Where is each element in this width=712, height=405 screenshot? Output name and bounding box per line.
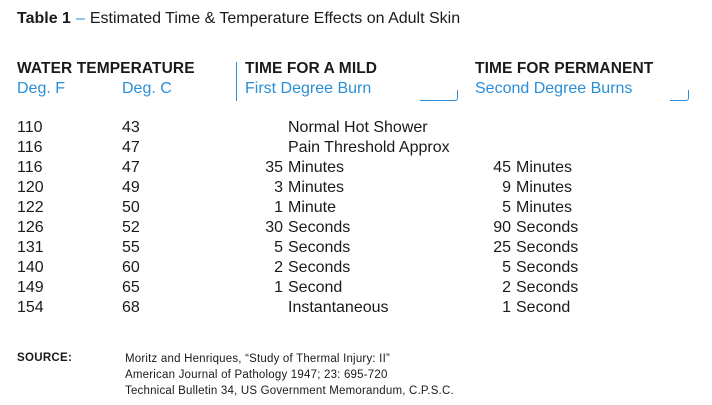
cell-permanent-number [475, 118, 511, 138]
header-mild-subtitle: First Degree Burn [245, 80, 372, 97]
cell-deg-c: 65 [122, 279, 140, 296]
cell-mild-unit: Minutes [288, 159, 345, 176]
cell-permanent-number: 25 [493, 239, 511, 256]
table-title-text: Estimated Time & Temperature Effects on … [89, 10, 461, 27]
cell-mild-unit: Normal Hot Shower [288, 119, 428, 136]
cell-permanent-unit: Second [516, 299, 571, 316]
header-permanent-title: TIME FOR PERMANENT [475, 60, 654, 77]
cell-mild-unit: Second [288, 279, 343, 296]
cell-permanent-unit: Seconds [516, 239, 579, 256]
cell-mild-number: 1 [274, 199, 283, 216]
cell-deg-c: 52 [122, 219, 140, 236]
cell-mild-number: 35 [265, 159, 283, 176]
cell-deg-f: 116 [17, 159, 43, 176]
cell-deg-f: 154 [17, 299, 44, 316]
cell-deg-f: 140 [17, 259, 44, 276]
cell-deg-c: 60 [122, 259, 140, 276]
cell-permanent-unit: Minutes [516, 199, 573, 216]
cell-permanent-number: 90 [493, 219, 511, 236]
cell-deg-f: 110 [17, 119, 43, 136]
source-label: SOURCE: [17, 352, 73, 364]
cell-permanent-number: 2 [502, 279, 511, 296]
cell-permanent-number: 5 [502, 199, 511, 216]
cell-deg-c: 47 [122, 139, 140, 156]
header-deg-c: Deg. C [122, 80, 172, 97]
cell-mild-number: 30 [265, 219, 283, 236]
column-mild-number: 35 3 1 30 5 2 1 [245, 118, 283, 318]
cell-deg-f: 126 [17, 219, 44, 236]
title-separator: – [75, 10, 85, 27]
header-deg-f: Deg. F [17, 80, 66, 97]
permanent-header-bracket [670, 90, 689, 101]
cell-mild-number [245, 118, 283, 138]
cell-permanent-unit: Seconds [516, 279, 579, 296]
cell-permanent-number [475, 138, 511, 158]
header-mild-title: TIME FOR A MILD [245, 60, 378, 77]
cell-permanent-number: 1 [502, 299, 511, 316]
cell-mild-number: 2 [274, 259, 283, 276]
cell-mild-number: 1 [274, 279, 283, 296]
cell-deg-c: 55 [122, 239, 140, 256]
cell-deg-f: 122 [17, 199, 44, 216]
cell-deg-c: 49 [122, 179, 140, 196]
header-water-temperature: WATER TEMPERATURE [17, 60, 195, 77]
cell-mild-unit: Instantaneous [288, 299, 389, 316]
column-mild-unit: Normal Hot Shower Pain Threshold Approx Mi… [288, 118, 450, 318]
cell-permanent-unit: Minutes [516, 179, 573, 196]
mild-header-bracket [420, 90, 458, 101]
cell-deg-f: 120 [17, 179, 44, 196]
cell-deg-f: 116 [17, 139, 43, 156]
cell-mild-unit: Seconds [288, 259, 351, 276]
cell-deg-f: 131 [17, 239, 44, 256]
cell-mild-unit: Pain Threshold Approx [288, 139, 450, 156]
cell-deg-f: 149 [17, 279, 44, 296]
cell-mild-number: 3 [274, 179, 283, 196]
source-line: Technical Bulletin 34, US Government Mem… [125, 385, 454, 397]
cell-deg-c: 50 [122, 199, 140, 216]
cell-deg-c: 43 [122, 119, 140, 136]
cell-mild-unit: Minute [288, 199, 337, 216]
source-citation: Moritz and Henriques, “Study of Thermal … [125, 351, 454, 399]
cell-permanent-number: 9 [502, 179, 511, 196]
cell-mild-unit: Minutes [288, 179, 345, 196]
source-line: American Journal of Pathology 1947; 23: … [125, 369, 388, 381]
column-permanent-unit: Minutes Minutes Minutes Seconds Seconds Secon… [516, 118, 578, 318]
cell-permanent-number: 45 [493, 159, 511, 176]
cell-mild-unit: Seconds [288, 219, 351, 236]
column-deg-f: 110 116 116 120 122 126 131 140 149 154 [17, 118, 44, 318]
header-permanent-subtitle: Second Degree Burns [475, 80, 633, 97]
column-divider [236, 62, 237, 101]
cell-permanent-unit [516, 118, 578, 138]
cell-permanent-unit: Minutes [516, 159, 573, 176]
cell-permanent-unit: Seconds [516, 219, 579, 236]
source-line: Moritz and Henriques, “Study of Thermal … [125, 353, 391, 365]
column-permanent-number: 45 9 5 90 25 5 2 1 [475, 118, 511, 318]
cell-deg-c: 47 [122, 159, 140, 176]
cell-mild-number: 5 [274, 239, 283, 256]
cell-permanent-unit: Seconds [516, 259, 579, 276]
cell-mild-number [245, 138, 283, 158]
table-number: Table 1 [17, 10, 71, 27]
cell-permanent-number: 5 [502, 259, 511, 276]
cell-deg-c: 68 [122, 299, 140, 316]
column-deg-c: 43 47 47 49 50 52 55 60 65 68 [122, 118, 140, 318]
cell-mild-unit: Seconds [288, 239, 351, 256]
cell-permanent-unit [516, 138, 578, 158]
table-title: Table 1– Estimated Time & Temperature Eff… [17, 10, 460, 28]
cell-mild-number [245, 298, 283, 318]
